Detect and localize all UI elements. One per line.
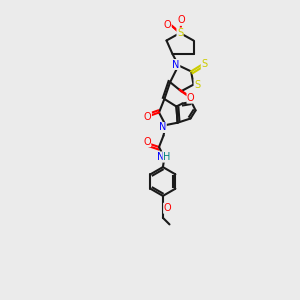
Text: O: O — [144, 112, 152, 122]
Text: N: N — [159, 122, 166, 133]
Text: O: O — [164, 20, 171, 31]
Text: N: N — [172, 59, 180, 70]
Text: O: O — [143, 136, 151, 147]
Text: H: H — [163, 152, 170, 162]
Text: O: O — [178, 15, 185, 26]
Text: O: O — [164, 203, 171, 213]
Text: S: S — [201, 59, 207, 69]
Text: S: S — [194, 80, 200, 90]
Text: S: S — [177, 28, 183, 38]
Text: O: O — [187, 93, 195, 103]
Text: N: N — [157, 152, 164, 162]
